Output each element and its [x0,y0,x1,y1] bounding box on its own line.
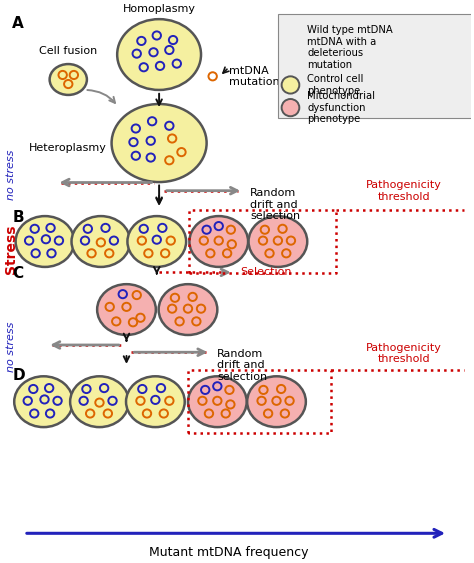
Text: D: D [12,368,25,383]
Text: A: A [12,16,24,31]
Text: Random
drift and
selection: Random drift and selection [250,188,300,221]
Circle shape [282,99,299,117]
Text: Selection: Selection [241,267,292,278]
Text: Cell fusion: Cell fusion [39,46,97,56]
Text: Stress: Stress [4,225,18,274]
Text: no stress: no stress [6,150,16,200]
Text: Wild type mtDNA: Wild type mtDNA [307,25,393,34]
Ellipse shape [97,284,156,335]
Ellipse shape [247,376,306,427]
Circle shape [282,77,299,93]
Text: Pathogenicity
threshold: Pathogenicity threshold [366,343,442,364]
Ellipse shape [111,104,207,182]
Text: Mutant mtDNA frequency: Mutant mtDNA frequency [149,546,309,558]
Text: Homoplasmy: Homoplasmy [123,4,196,14]
Text: mtDNA with a
deleterious
mutation: mtDNA with a deleterious mutation [307,37,376,70]
Text: Random
drift and
selection: Random drift and selection [218,348,267,382]
Ellipse shape [126,376,185,427]
Ellipse shape [117,19,201,90]
FancyBboxPatch shape [278,14,474,118]
Ellipse shape [14,376,73,427]
Ellipse shape [16,216,74,267]
Ellipse shape [159,284,218,335]
Ellipse shape [188,376,246,427]
Text: C: C [12,266,24,281]
Ellipse shape [50,64,87,95]
Ellipse shape [248,216,307,267]
Ellipse shape [72,216,130,267]
Text: Pathogenicity
threshold: Pathogenicity threshold [366,180,442,202]
Text: Control cell
phenotype: Control cell phenotype [307,74,364,96]
Text: mtDNA
mutations: mtDNA mutations [229,66,285,87]
Text: no stress: no stress [6,322,16,373]
Text: Heteroplasmy: Heteroplasmy [29,142,107,153]
Ellipse shape [128,216,186,267]
Text: B: B [12,210,24,225]
Ellipse shape [70,376,129,427]
Ellipse shape [190,216,248,267]
Text: Mitochondrial
dysfunction
phenotype: Mitochondrial dysfunction phenotype [307,91,375,124]
